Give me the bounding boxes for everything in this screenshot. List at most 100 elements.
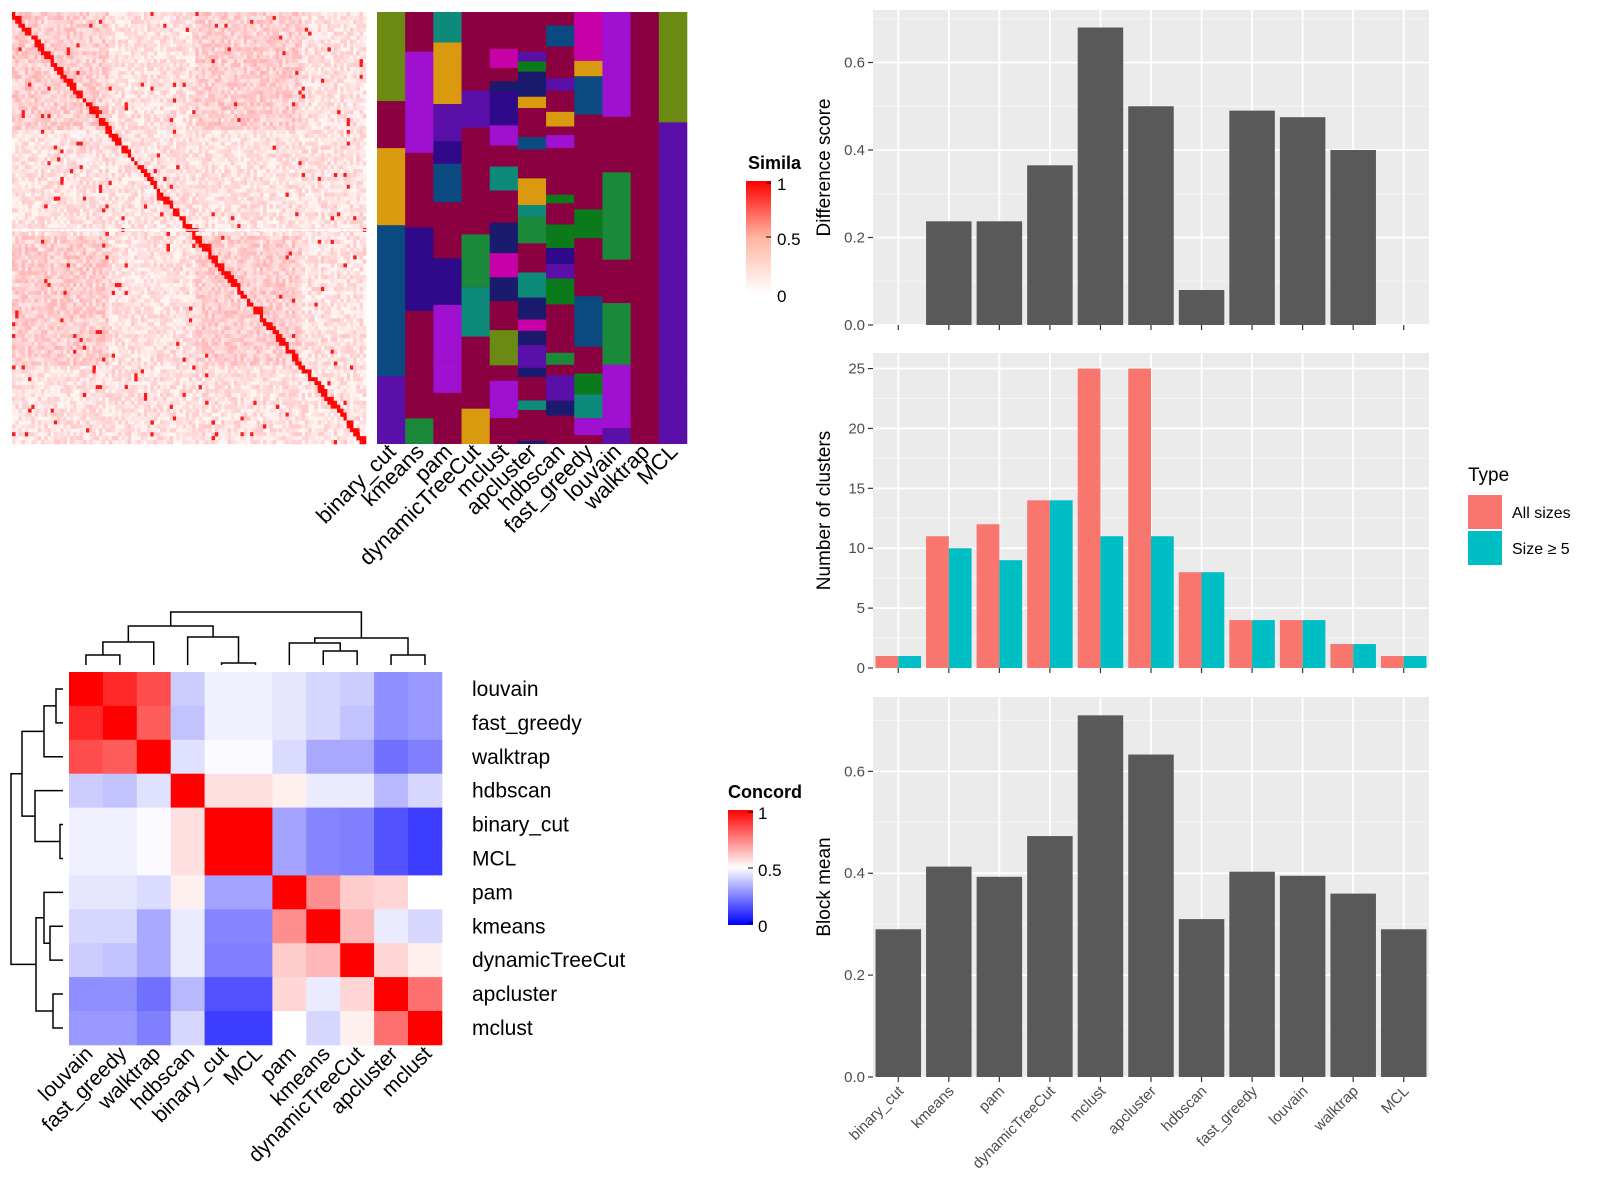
- similarity-cell: [124, 184, 129, 190]
- similarity-cell: [208, 110, 212, 115]
- similarity-cell: [15, 86, 19, 91]
- similarity-cell: [327, 129, 331, 135]
- similarity-cell: [82, 114, 87, 119]
- similarity-cell: [353, 94, 357, 99]
- similarity-cell: [28, 216, 32, 221]
- similarity-cell: [192, 208, 196, 213]
- similarity-cell: [166, 212, 170, 217]
- similarity-cell: [127, 220, 132, 225]
- similarity-cell: [362, 153, 367, 158]
- similarity-cell: [256, 121, 261, 127]
- similarity-cell: [114, 145, 119, 150]
- similarity-cell: [60, 82, 64, 87]
- similarity-cell: [327, 220, 331, 225]
- similarity-cell: [314, 106, 319, 111]
- similarity-cell: [50, 208, 55, 213]
- similarity-cell: [34, 19, 39, 25]
- similarity-cell: [304, 141, 309, 146]
- similarity-cell: [24, 19, 29, 25]
- similarity-cell: [134, 114, 138, 119]
- similarity-cell: [250, 216, 254, 221]
- similarity-cell: [317, 27, 322, 32]
- similarity-cell: [282, 114, 286, 119]
- similarity-cell: [147, 15, 151, 21]
- similarity-cell: [160, 169, 164, 174]
- similarity-cell: [98, 74, 103, 80]
- similarity-cell: [221, 114, 225, 119]
- similarity-cell: [327, 169, 331, 174]
- similarity-cell: [205, 102, 209, 107]
- similarity-cell: [114, 153, 119, 158]
- similarity-cell: [44, 106, 48, 111]
- similarity-cell: [89, 188, 93, 193]
- similarity-cell: [82, 19, 87, 25]
- similarity-cell: [53, 208, 58, 213]
- similarity-cell: [24, 82, 29, 87]
- similarity-cell: [340, 137, 344, 142]
- similarity-cell: [63, 63, 68, 68]
- similarity-cell: [256, 74, 261, 80]
- similarity-cell: [192, 78, 196, 83]
- similarity-cell: [272, 27, 277, 32]
- similarity-cell: [295, 35, 299, 40]
- similarity-cell: [147, 224, 151, 229]
- similarity-cell: [147, 31, 151, 36]
- similarity-cell: [15, 35, 19, 40]
- similarity-cell: [189, 184, 193, 190]
- similarity-cell: [246, 208, 251, 213]
- similarity-cell: [246, 141, 251, 146]
- similarity-cell: [320, 94, 325, 99]
- similarity-cell: [18, 55, 22, 60]
- similarity-cell: [66, 27, 71, 32]
- similarity-cell: [205, 55, 209, 60]
- similarity-cell: [214, 208, 219, 213]
- similarity-cell: [37, 121, 42, 127]
- similarity-cell: [50, 125, 55, 131]
- similarity-cell: [353, 220, 357, 225]
- similarity-cell: [169, 161, 174, 166]
- similarity-cell: [73, 145, 77, 150]
- similarity-cell: [240, 15, 245, 21]
- similarity-cell: [98, 78, 103, 83]
- similarity-cell: [192, 141, 196, 146]
- similarity-cell: [111, 121, 116, 127]
- similarity-cell: [224, 169, 228, 174]
- similarity-cell: [359, 145, 364, 150]
- similarity-cell: [105, 70, 109, 76]
- similarity-cell: [205, 216, 209, 221]
- similarity-cell: [185, 15, 190, 21]
- similarity-cell: [246, 43, 251, 48]
- similarity-cell: [60, 196, 64, 201]
- similarity-cell: [259, 59, 264, 64]
- similarity-cell: [356, 27, 360, 32]
- similarity-cell: [230, 200, 235, 205]
- similarity-cell: [272, 63, 277, 68]
- similarity-cell: [82, 102, 87, 107]
- similarity-cell: [346, 121, 351, 127]
- similarity-cell: [79, 153, 84, 158]
- similarity-cell: [301, 121, 306, 127]
- similarity-cell: [250, 35, 254, 40]
- similarity-cell: [18, 153, 22, 158]
- similarity-cell: [308, 114, 312, 119]
- similarity-cell: [253, 55, 257, 60]
- similarity-cell: [346, 55, 351, 60]
- similarity-cell: [359, 114, 364, 119]
- similarity-cell: [66, 165, 71, 170]
- similarity-cell: [195, 165, 199, 170]
- similarity-cell: [240, 35, 245, 40]
- similarity-cell: [37, 180, 42, 186]
- similarity-cell: [86, 161, 90, 166]
- similarity-cell: [37, 157, 42, 162]
- similarity-cell: [240, 137, 245, 142]
- similarity-cell: [343, 110, 347, 115]
- similarity-cell: [237, 59, 241, 64]
- similarity-cell: [259, 66, 264, 72]
- similarity-cell: [211, 23, 216, 29]
- similarity-cell: [340, 39, 344, 44]
- similarity-cell: [343, 59, 347, 64]
- similarity-cell: [224, 55, 228, 60]
- similarity-cell: [147, 114, 151, 119]
- similarity-cell: [330, 82, 335, 87]
- similarity-cell: [50, 74, 55, 80]
